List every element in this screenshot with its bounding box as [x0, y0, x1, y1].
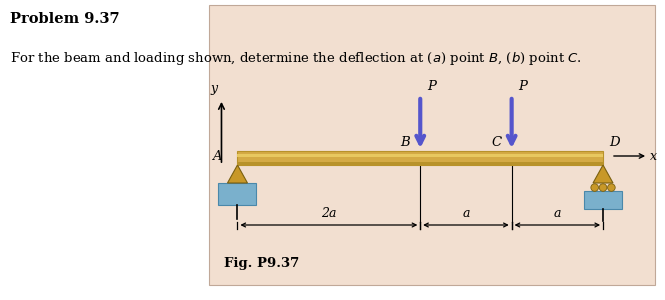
Text: 2a: 2a	[321, 207, 336, 220]
Circle shape	[599, 184, 607, 191]
Bar	[209, 4, 655, 285]
Text: a: a	[462, 207, 469, 220]
Text: P: P	[427, 80, 436, 93]
Text: A: A	[212, 149, 221, 163]
Text: B: B	[400, 136, 410, 149]
Bar	[219, 183, 257, 205]
Bar	[237, 154, 603, 157]
Bar	[237, 163, 603, 165]
Text: C: C	[491, 136, 501, 149]
Polygon shape	[227, 165, 247, 183]
Text: P: P	[519, 80, 527, 93]
Circle shape	[608, 184, 615, 191]
Text: For the beam and loading shown, determine the deflection at ($a$) point $B$, ($b: For the beam and loading shown, determin…	[10, 50, 582, 67]
Text: x: x	[650, 149, 657, 163]
Text: a: a	[553, 207, 561, 220]
Bar	[237, 151, 603, 165]
Text: Fig. P9.37: Fig. P9.37	[225, 257, 300, 270]
Text: Problem 9.37: Problem 9.37	[10, 12, 120, 26]
Text: y: y	[210, 82, 217, 95]
Text: D: D	[609, 136, 620, 149]
Bar	[584, 191, 622, 209]
Polygon shape	[593, 165, 613, 183]
Circle shape	[591, 184, 599, 191]
